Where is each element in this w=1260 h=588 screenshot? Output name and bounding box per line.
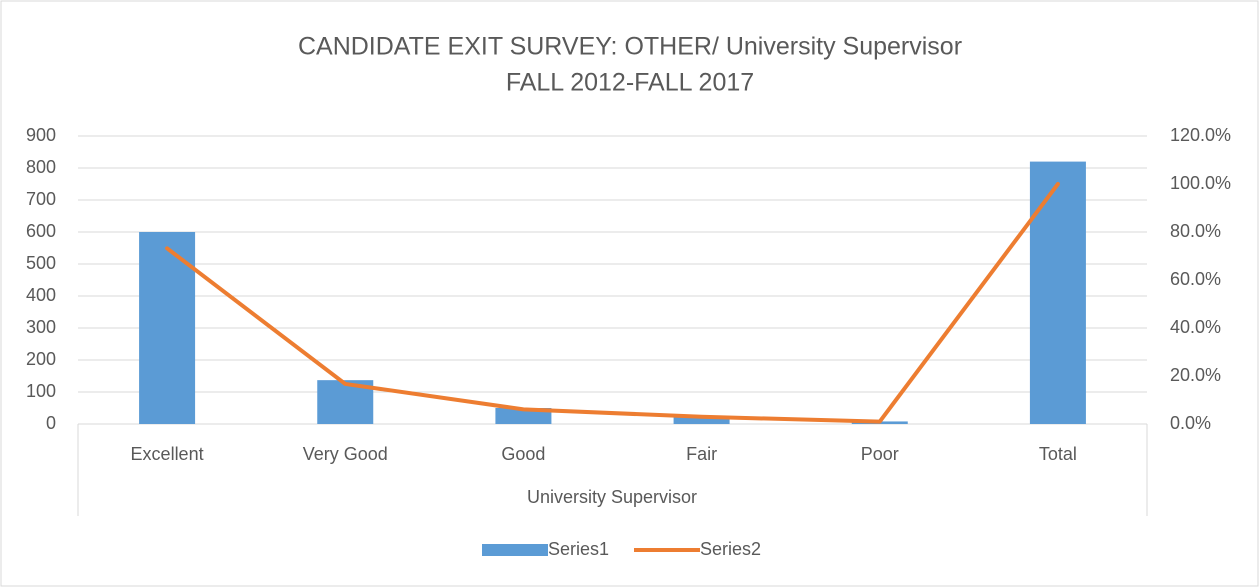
y-tick-label: 400 bbox=[26, 285, 56, 305]
y-tick-label: 300 bbox=[26, 317, 56, 337]
x-tick-label: Poor bbox=[861, 444, 899, 464]
line bbox=[165, 182, 1060, 424]
bar bbox=[673, 416, 730, 424]
y-tick-label: 200 bbox=[26, 349, 56, 369]
y-tick-label: 900 bbox=[26, 125, 56, 145]
legend-label: Series1 bbox=[548, 539, 609, 559]
y-tick-label: 600 bbox=[26, 221, 56, 241]
x-tick-label: Excellent bbox=[131, 444, 204, 464]
x-tick-label: Fair bbox=[686, 444, 717, 464]
x-tick-label: Good bbox=[501, 444, 545, 464]
y-tick-label: 500 bbox=[26, 253, 56, 273]
bar bbox=[1029, 161, 1086, 424]
y2-tick-label: 20.0% bbox=[1170, 365, 1221, 385]
y2-tick-label: 60.0% bbox=[1170, 269, 1221, 289]
y2-tick-label: 100.0% bbox=[1170, 173, 1231, 193]
chart-subtitle: FALL 2012-FALL 2017 bbox=[506, 69, 754, 97]
legend-swatch bbox=[482, 544, 548, 556]
y-tick-label: 800 bbox=[26, 157, 56, 177]
bar bbox=[495, 408, 552, 424]
y2-tick-label: 0.0% bbox=[1170, 413, 1211, 433]
legend-label: Series2 bbox=[700, 539, 761, 559]
x-axis-label: University Supervisor bbox=[527, 487, 697, 507]
y-tick-label: 700 bbox=[26, 189, 56, 209]
chart-title: CANDIDATE EXIT SURVEY: OTHER/ University… bbox=[298, 33, 962, 61]
y-tick-label: 100 bbox=[26, 381, 56, 401]
y2-tick-label: 40.0% bbox=[1170, 317, 1221, 337]
y2-tick-label: 120.0% bbox=[1170, 125, 1231, 145]
x-tick-label: Very Good bbox=[303, 444, 388, 464]
x-tick-label: Total bbox=[1039, 444, 1077, 464]
y2-tick-label: 80.0% bbox=[1170, 221, 1221, 241]
y-tick-label: 0 bbox=[46, 413, 56, 433]
